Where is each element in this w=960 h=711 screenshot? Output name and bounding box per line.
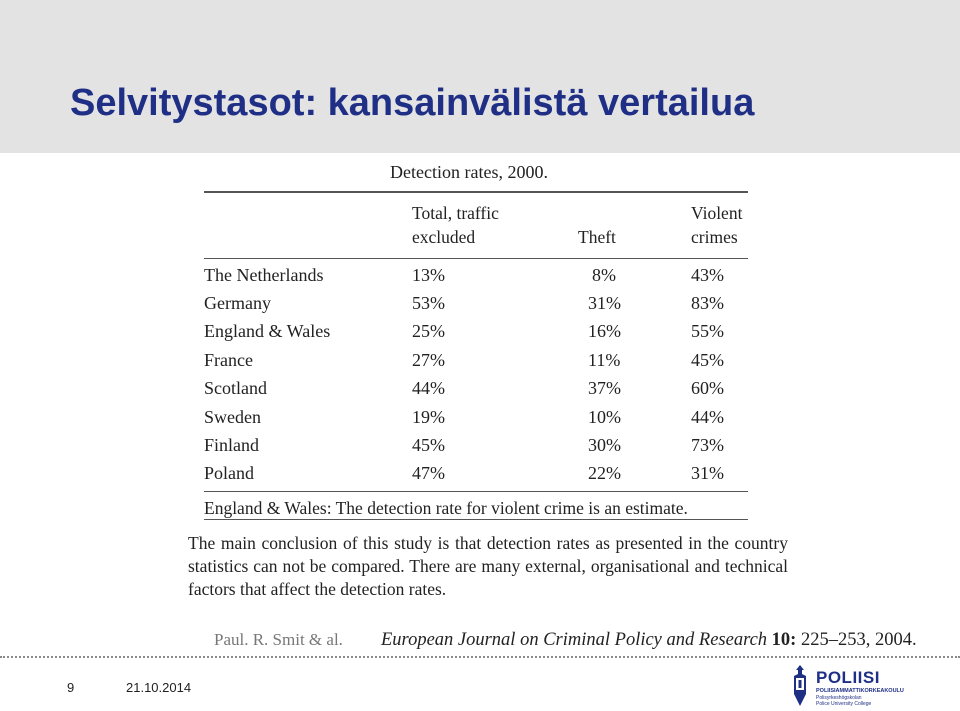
cell-total: 53%: [412, 293, 445, 313]
citation-pages: 225–253, 2004.: [800, 630, 917, 650]
table-row: England & Wales 25% 16% 55%: [204, 321, 752, 349]
footnote-rule: [204, 519, 748, 520]
header-rule: [204, 258, 748, 259]
cell-country: Germany: [204, 293, 271, 313]
cell-total: 47%: [412, 463, 445, 483]
table-row: Sweden 19% 10% 44%: [204, 407, 752, 435]
table-row: The Netherlands 13% 8% 43%: [204, 265, 752, 293]
header-violent: Violent crimes: [691, 201, 742, 249]
citation-journal: European Journal on Criminal Policy and …: [381, 630, 768, 650]
cell-theft: 22%: [588, 463, 621, 483]
header-theft: Theft: [578, 227, 616, 247]
table-bottom-rule: [204, 491, 748, 492]
slide-date: 21.10.2014: [126, 680, 192, 695]
cell-country: Scotland: [204, 378, 267, 398]
cell-violent: 73%: [691, 435, 724, 455]
cell-country: Poland: [204, 463, 255, 483]
poliisi-logo: POLIISI POLIISIAMMATTIKORKEAKOULU Polisy…: [790, 664, 904, 708]
cell-violent: 44%: [691, 407, 724, 427]
logo-line3: Police University College: [816, 701, 872, 707]
citation-authors: Paul. R. Smit & al.: [214, 630, 343, 649]
cell-country: The Netherlands: [204, 265, 324, 285]
header-total-line2: excluded: [412, 227, 476, 247]
cell-theft: 30%: [588, 435, 621, 455]
title-band: [0, 0, 960, 153]
cell-total: 44%: [412, 378, 445, 398]
conclusion-text: The main conclusion of this study is tha…: [188, 533, 788, 599]
table-caption: Detection rates, 2000.: [390, 162, 548, 182]
cell-theft: 10%: [588, 407, 621, 427]
cell-theft: 11%: [588, 350, 621, 370]
cell-theft: 8%: [592, 265, 616, 285]
cell-violent: 55%: [691, 321, 724, 341]
logo-name: POLIISI: [816, 668, 880, 687]
cell-country: Sweden: [204, 407, 261, 427]
cell-total: 25%: [412, 321, 445, 341]
table-row: Finland 45% 30% 73%: [204, 435, 752, 463]
table-row: Poland 47% 22% 31%: [204, 463, 752, 491]
cell-violent: 45%: [691, 350, 724, 370]
cell-total: 45%: [412, 435, 445, 455]
header-violent-line2: crimes: [691, 227, 738, 247]
cell-violent: 31%: [691, 463, 724, 483]
cell-theft: 16%: [588, 321, 621, 341]
cell-country: England & Wales: [204, 321, 331, 341]
cell-country: Finland: [204, 435, 260, 455]
cell-total: 19%: [412, 407, 445, 427]
slide-number: 9: [67, 680, 75, 695]
cell-violent: 60%: [691, 378, 724, 398]
citation-volume: 10:: [771, 630, 797, 650]
cell-violent: 43%: [691, 265, 724, 285]
police-emblem-icon: [794, 665, 806, 706]
footer-divider: [0, 656, 960, 658]
table-top-rule: [204, 191, 748, 193]
header-violent-line1: Violent: [691, 203, 743, 223]
logo-line1: POLIISIAMMATTIKORKEAKOULU: [816, 688, 904, 694]
table-row: France 27% 11% 45%: [204, 350, 752, 378]
citation-source: European Journal on Criminal Policy and …: [381, 630, 917, 651]
table-row: Germany 53% 31% 83%: [204, 293, 752, 321]
cell-country: France: [204, 350, 253, 370]
cell-total: 27%: [412, 350, 445, 370]
logo-line2: Polisyrkeshögskolan: [816, 695, 862, 701]
slide-title: Selvitystasot: kansainvälistä vertailua: [70, 82, 755, 124]
cell-theft: 37%: [588, 378, 621, 398]
table-row: Scotland 44% 37% 60%: [204, 378, 752, 406]
cell-total: 13%: [412, 265, 445, 285]
table-footnote: England & Wales: The detection rate for …: [204, 498, 688, 518]
header-total: Total, traffic excluded: [412, 201, 499, 249]
header-total-line1: Total, traffic: [412, 203, 499, 223]
cell-theft: 31%: [588, 293, 621, 313]
cell-violent: 83%: [691, 293, 724, 313]
